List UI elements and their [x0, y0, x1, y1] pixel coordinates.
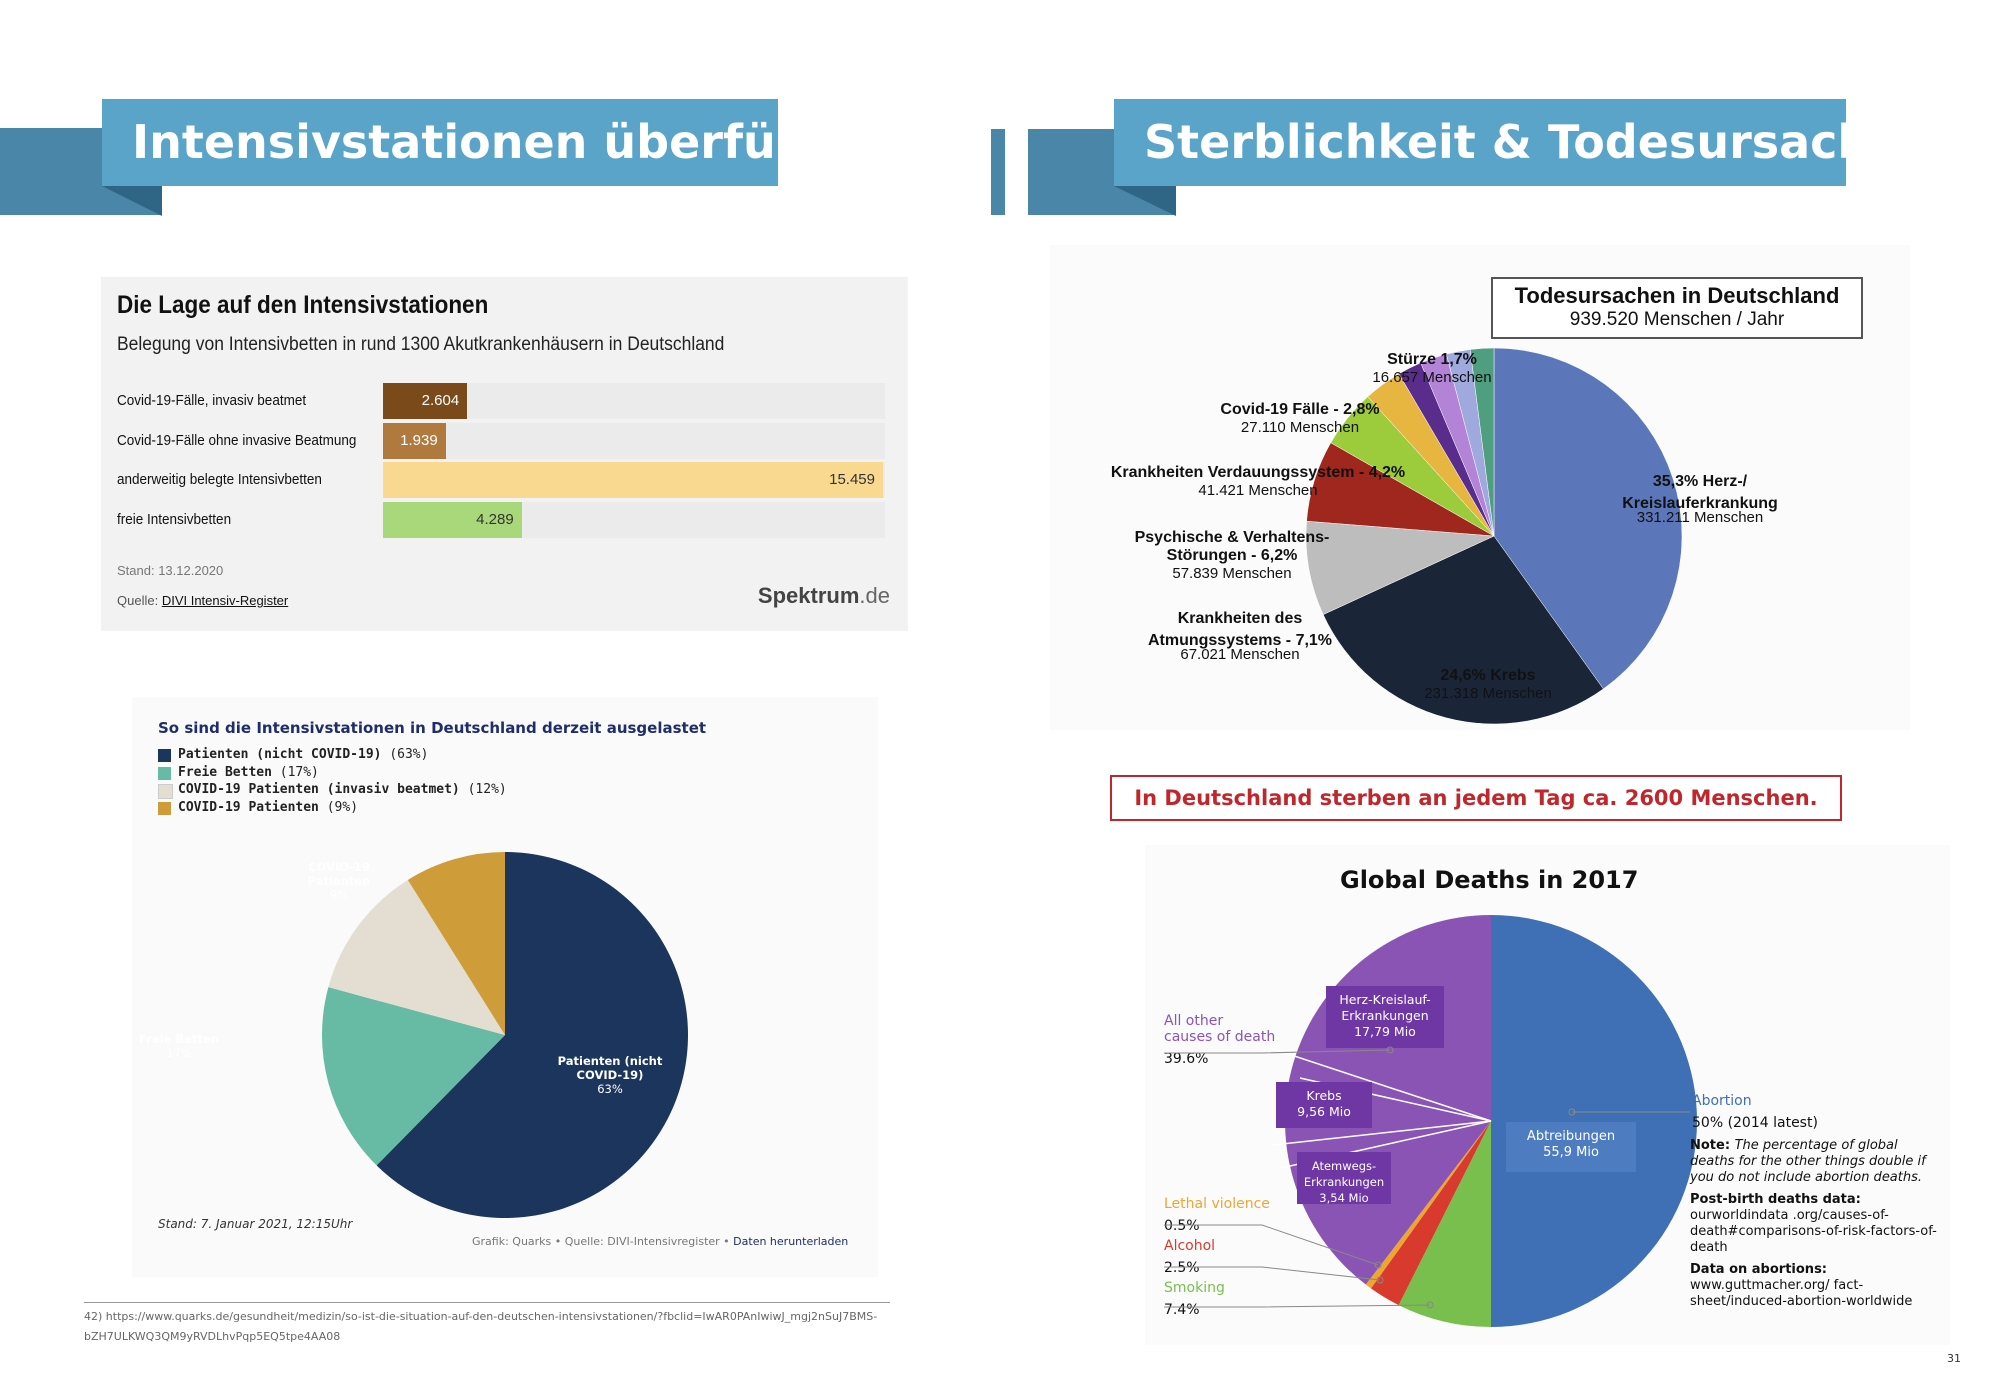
quarks-legend-swatch-0: [158, 749, 171, 762]
quarks-slice-label-0: Patienten (nicht COVID-19) 63%: [558, 1054, 663, 1096]
divi-chart-subtitle: Belegung von Intensivbetten in rund 1300…: [117, 334, 725, 355]
quarks-legend-swatch-3: [158, 801, 171, 815]
spektrum-logo-name: Spektrum: [757, 583, 860, 608]
left-section-title: Intensivstationen überfüllt?: [102, 99, 856, 186]
global-deaths-notes: Note: The percentage of global deaths fo…: [1690, 1138, 1945, 1316]
quarks-slice-label-1: Freie Betten 17%: [139, 1032, 219, 1060]
divi-bar-label-2: anderweitig belegte Intensivbetten: [117, 471, 322, 488]
quarks-legend-item-0: Patienten (nicht COVID-19) (63%): [178, 747, 428, 762]
gd-note-1: Post-birth deaths data: ourworldindata .…: [1690, 1192, 1945, 1256]
spektrum-logo: Spektrum.de: [758, 583, 890, 609]
todesursachen-title-box: Todesursachen in Deutschland 939.520 Men…: [1491, 277, 1863, 339]
daily-deaths-banner: In Deutschland sterben an jedem Tag ca. …: [1110, 775, 1842, 821]
spektrum-logo-suffix: .de: [859, 583, 890, 608]
page-number: 31: [1947, 1352, 1961, 1365]
right-banner-stripe: [991, 129, 1005, 215]
quarks-legend-pct-3: (9%): [318, 799, 359, 815]
divi-bar-track-3: 4.289: [383, 501, 885, 538]
quarks-legend-name-0: Patienten (nicht COVID-19): [178, 747, 382, 762]
divi-quelle-prefix: Quelle:: [117, 593, 162, 608]
gd-note-text: www.guttmacher.org/ fact-sheet/induced-a…: [1690, 1278, 1913, 1309]
quarks-data-download-link[interactable]: Daten herunterladen: [733, 1235, 849, 1248]
divi-bar-value-1: 1.939: [400, 431, 438, 449]
quarks-chart-title: So sind die Intensivstationen in Deutsch…: [158, 719, 707, 737]
footnote-rule: [84, 1302, 890, 1303]
right-banner-fold: [1114, 186, 1176, 216]
quarks-legend-item-1: Freie Betten (17%): [178, 765, 319, 780]
quarks-legend-item-2: COVID-19 Patienten (invasiv beatmet) (12…: [178, 782, 507, 797]
divi-bar-value-0: 2.604: [421, 392, 460, 409]
quarks-legend-item-3: COVID-19 Patienten (9%): [178, 800, 358, 815]
divi-bar-track-2: 15.459: [383, 462, 885, 498]
quarks-slice-label-line: 9%: [330, 888, 348, 902]
gd-note-0: Note: The percentage of global deaths fo…: [1690, 1138, 1945, 1186]
divi-bar-value-2: 15.459: [829, 471, 875, 488]
divi-bar-3: [383, 501, 522, 538]
quarks-slice-label-line: Patienten: [308, 874, 371, 888]
quarks-legend-name-3: COVID-19 Patienten: [178, 799, 319, 815]
divi-chart-title: Die Lage auf den Intensivstationen: [117, 291, 489, 319]
quarks-legend-pct-2: (12%): [459, 782, 507, 797]
gd-note-heading: Data on abortions:: [1690, 1262, 1828, 1277]
quarks-slice-label-line: COVID-19): [577, 1068, 644, 1082]
todesursachen-title: Todesursachen in Deutschland: [1514, 283, 1840, 308]
quarks-slice-label-line: COVID-19: [308, 860, 370, 874]
todesursachen-subtitle: 939.520 Menschen / Jahr: [1569, 309, 1785, 330]
gd-note-heading: Post-birth deaths data:: [1690, 1192, 1861, 1207]
divi-bar-2: [383, 462, 883, 498]
quarks-slice-0: [376, 852, 688, 1218]
divi-bar-label-1: Covid-19-Fälle ohne invasive Beatmung: [117, 431, 357, 449]
quarks-legend-swatch-2: [158, 784, 173, 799]
daily-deaths-text: In Deutschland sterben an jedem Tag ca. …: [1134, 786, 1818, 810]
quarks-slice-label-line: Patienten (nicht: [558, 1054, 663, 1068]
divi-bar-0: [383, 383, 468, 419]
divi-quelle-link[interactable]: DIVI Intensiv-Register: [161, 593, 289, 608]
gd-note-2: Data on abortions: www.guttmacher.org/ f…: [1690, 1262, 1945, 1310]
quarks-slice-label-line: 17%: [166, 1046, 192, 1060]
quarks-legend-name-1: Freie Betten: [178, 764, 272, 780]
quarks-credit: Grafik: Quarks • Quelle: DIVI-Intensivre…: [472, 1235, 848, 1248]
left-banner-fold: [102, 186, 162, 216]
quarks-slice-1: [322, 987, 505, 1166]
quarks-slice-label-line: Freie Betten: [139, 1032, 219, 1046]
quarks-legend-pct-1: (17%): [271, 764, 319, 780]
gd-note-text: The percentage of global deaths for the …: [1690, 1138, 1926, 1185]
footnote-line-1: 42) https://www.quarks.de/gesundheit/med…: [84, 1310, 878, 1323]
divi-bar-label-0: Covid-19-Fälle, invasiv beatmet: [117, 392, 307, 409]
quarks-legend-swatch-1: [158, 766, 171, 780]
divi-bar-1: [383, 422, 446, 459]
divi-bar-label-3: freie Intensivbetten: [117, 510, 232, 528]
divi-quelle: Quelle: DIVI Intensiv-Register: [117, 593, 288, 608]
divi-bar-chart-panel: Die Lage auf den Intensivstationen Beleg…: [101, 277, 908, 631]
gd-note-text: ourworldindata .org/causes-of-death#comp…: [1690, 1208, 1937, 1255]
quarks-pie-panel: So sind die Intensivstationen in Deutsch…: [132, 697, 878, 1277]
quarks-slice-3: [407, 852, 505, 1035]
divi-bar-track-0: 2.604: [383, 383, 885, 419]
quarks-pie: Patienten (nicht COVID-19) 63% Freie Betten…: [139, 852, 688, 1218]
quarks-legend-pct-0: (63%): [381, 747, 429, 762]
quarks-stand: Stand: 7. Januar 2021, 12:15Uhr: [158, 1217, 353, 1231]
footnote-line-2: bZH7ULKWQ3QM9yRVDLhvPqp5EQ5tpe4AA08: [84, 1330, 341, 1343]
divi-stand: Stand: 13.12.2020: [117, 563, 224, 578]
quarks-slice-2: [328, 879, 505, 1035]
divi-bar-track-1: 1.939: [383, 422, 885, 459]
quarks-slice-label-3: COVID-19 Patienten 9%: [308, 860, 371, 902]
divi-bar-value-3: 4.289: [476, 510, 514, 528]
quarks-slice-label-line: 63%: [597, 1082, 623, 1096]
quarks-legend-name-2: COVID-19 Patienten (invasiv beatmet): [178, 782, 460, 797]
quarks-credit-text: Grafik: Quarks • Quelle: DIVI-Intensivre…: [472, 1235, 730, 1248]
right-section-title: Sterblichkeit & Todesursachen: [1114, 99, 1934, 186]
gd-note-heading: Note:: [1690, 1138, 1735, 1153]
global-deaths-title: Global Deaths in 2017: [1340, 866, 1639, 894]
